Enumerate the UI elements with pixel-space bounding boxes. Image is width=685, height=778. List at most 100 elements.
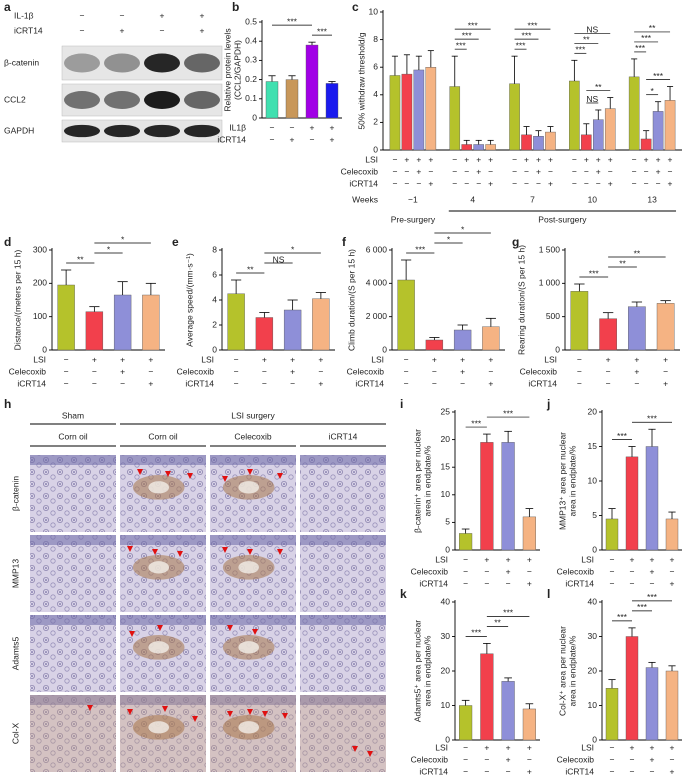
- tissue-image: [30, 455, 116, 532]
- condition-mark: +: [330, 122, 335, 132]
- condition-mark: −: [464, 166, 469, 176]
- condition-label: Celecoxib: [9, 366, 47, 376]
- bar: [425, 339, 444, 351]
- condition-mark: −: [512, 166, 517, 176]
- y-tick-label: 10: [588, 475, 598, 485]
- condition-mark: +: [416, 166, 421, 176]
- condition-mark: −: [404, 354, 409, 364]
- blot-strip: [61, 119, 223, 143]
- y-axis-label: Rearing duration/(S per 15 h): [516, 245, 526, 355]
- condition-mark: −: [64, 354, 69, 364]
- bar: [389, 75, 401, 151]
- significance-label: ***: [575, 45, 586, 55]
- x-tick-label: 10: [588, 194, 598, 204]
- significance-label: *: [447, 234, 451, 244]
- condition-mark: −: [670, 754, 675, 764]
- tissue-image: [30, 535, 116, 612]
- lesion-core: [148, 721, 170, 734]
- condition-mark: +: [634, 366, 639, 376]
- y-tick-label: 15: [588, 441, 598, 451]
- arrowhead: [227, 711, 233, 717]
- tissue-edge: [300, 615, 386, 625]
- arrowhead: [367, 751, 373, 757]
- condition-mark: −: [632, 178, 637, 188]
- significance-label: **: [494, 618, 501, 628]
- arrowhead: [352, 746, 358, 752]
- condition-mark: +: [464, 154, 469, 164]
- significance-label: ***: [637, 602, 648, 612]
- tissue-image: [30, 695, 116, 772]
- bar: [625, 636, 639, 741]
- arrowhead: [192, 716, 198, 722]
- group-label: Sham: [62, 410, 84, 420]
- y-tick-label: 6 000: [366, 244, 388, 254]
- condition-label: iCRT14: [349, 178, 378, 188]
- bar: [85, 311, 104, 351]
- condition-label: LSI: [435, 554, 448, 564]
- bar: [285, 79, 299, 119]
- condition-mark: +: [630, 554, 635, 564]
- lesion-core: [238, 721, 260, 734]
- condition-label: iCRT14: [565, 766, 594, 776]
- panel-letter: e: [172, 235, 179, 249]
- tissue-edge: [210, 695, 296, 705]
- condition-label: Celecoxib: [520, 366, 558, 376]
- condition-label: Celecoxib: [557, 566, 595, 576]
- condition-mark: −: [270, 122, 275, 132]
- condition-mark: −: [650, 766, 655, 776]
- condition-mark: −: [488, 166, 493, 176]
- condition-mark: −: [463, 566, 468, 576]
- condition-mark: −: [584, 166, 589, 176]
- condition-mark: −: [432, 378, 437, 388]
- arrowhead: [157, 625, 163, 631]
- y-tick-label: 0: [212, 344, 217, 354]
- lesion-core: [238, 481, 260, 494]
- y-tick-label: 0: [592, 544, 597, 554]
- tissue-edge: [30, 535, 116, 545]
- significance-label: ***: [528, 20, 539, 30]
- condition-mark: −: [404, 178, 409, 188]
- arrowhead: [277, 473, 283, 479]
- condition-mark: −: [606, 366, 611, 376]
- condition-mark: +: [318, 378, 323, 388]
- condition-mark: −: [92, 378, 97, 388]
- y-tick-label: 300: [33, 244, 47, 254]
- condition-mark: −: [632, 154, 637, 164]
- weeks-label: Weeks: [352, 194, 378, 204]
- significance-label: **: [649, 23, 656, 33]
- condition-mark: +: [527, 554, 532, 564]
- significance-label: NS: [273, 254, 285, 264]
- x-tick-label: −1: [408, 194, 418, 204]
- condition-mark: −: [416, 178, 421, 188]
- bar: [413, 69, 425, 151]
- condition-mark: +: [644, 154, 649, 164]
- condition-mark: +: [506, 754, 511, 764]
- y-tick-label: 2 000: [366, 311, 388, 321]
- lesion-core: [238, 641, 260, 654]
- condition-mark: −: [634, 378, 639, 388]
- condition-mark: −: [92, 366, 97, 376]
- blot-band: [64, 91, 100, 109]
- condition-mark: −: [64, 366, 69, 376]
- condition-mark: +: [670, 742, 675, 752]
- condition-mark: −: [463, 766, 468, 776]
- arrowhead: [187, 473, 193, 479]
- condition-mark: −: [488, 366, 493, 376]
- y-tick-label: 20: [588, 406, 598, 416]
- condition-mark: −: [656, 178, 661, 188]
- significance-label: *: [650, 86, 654, 96]
- column-label: iCRT14: [329, 431, 358, 441]
- blot-band: [104, 91, 140, 109]
- bar: [628, 306, 646, 351]
- tissue-edge: [30, 615, 116, 625]
- bar: [570, 291, 589, 351]
- condition-label: iCRT14: [419, 766, 448, 776]
- condition-mark: +: [527, 578, 532, 588]
- arrowhead: [227, 625, 233, 631]
- blot-band: [144, 91, 180, 109]
- condition-mark: −: [572, 178, 577, 188]
- arrowhead: [252, 629, 258, 635]
- condition-label: iCRT14: [565, 578, 594, 588]
- condition-mark: +: [148, 354, 153, 364]
- condition-mark: −: [476, 178, 481, 188]
